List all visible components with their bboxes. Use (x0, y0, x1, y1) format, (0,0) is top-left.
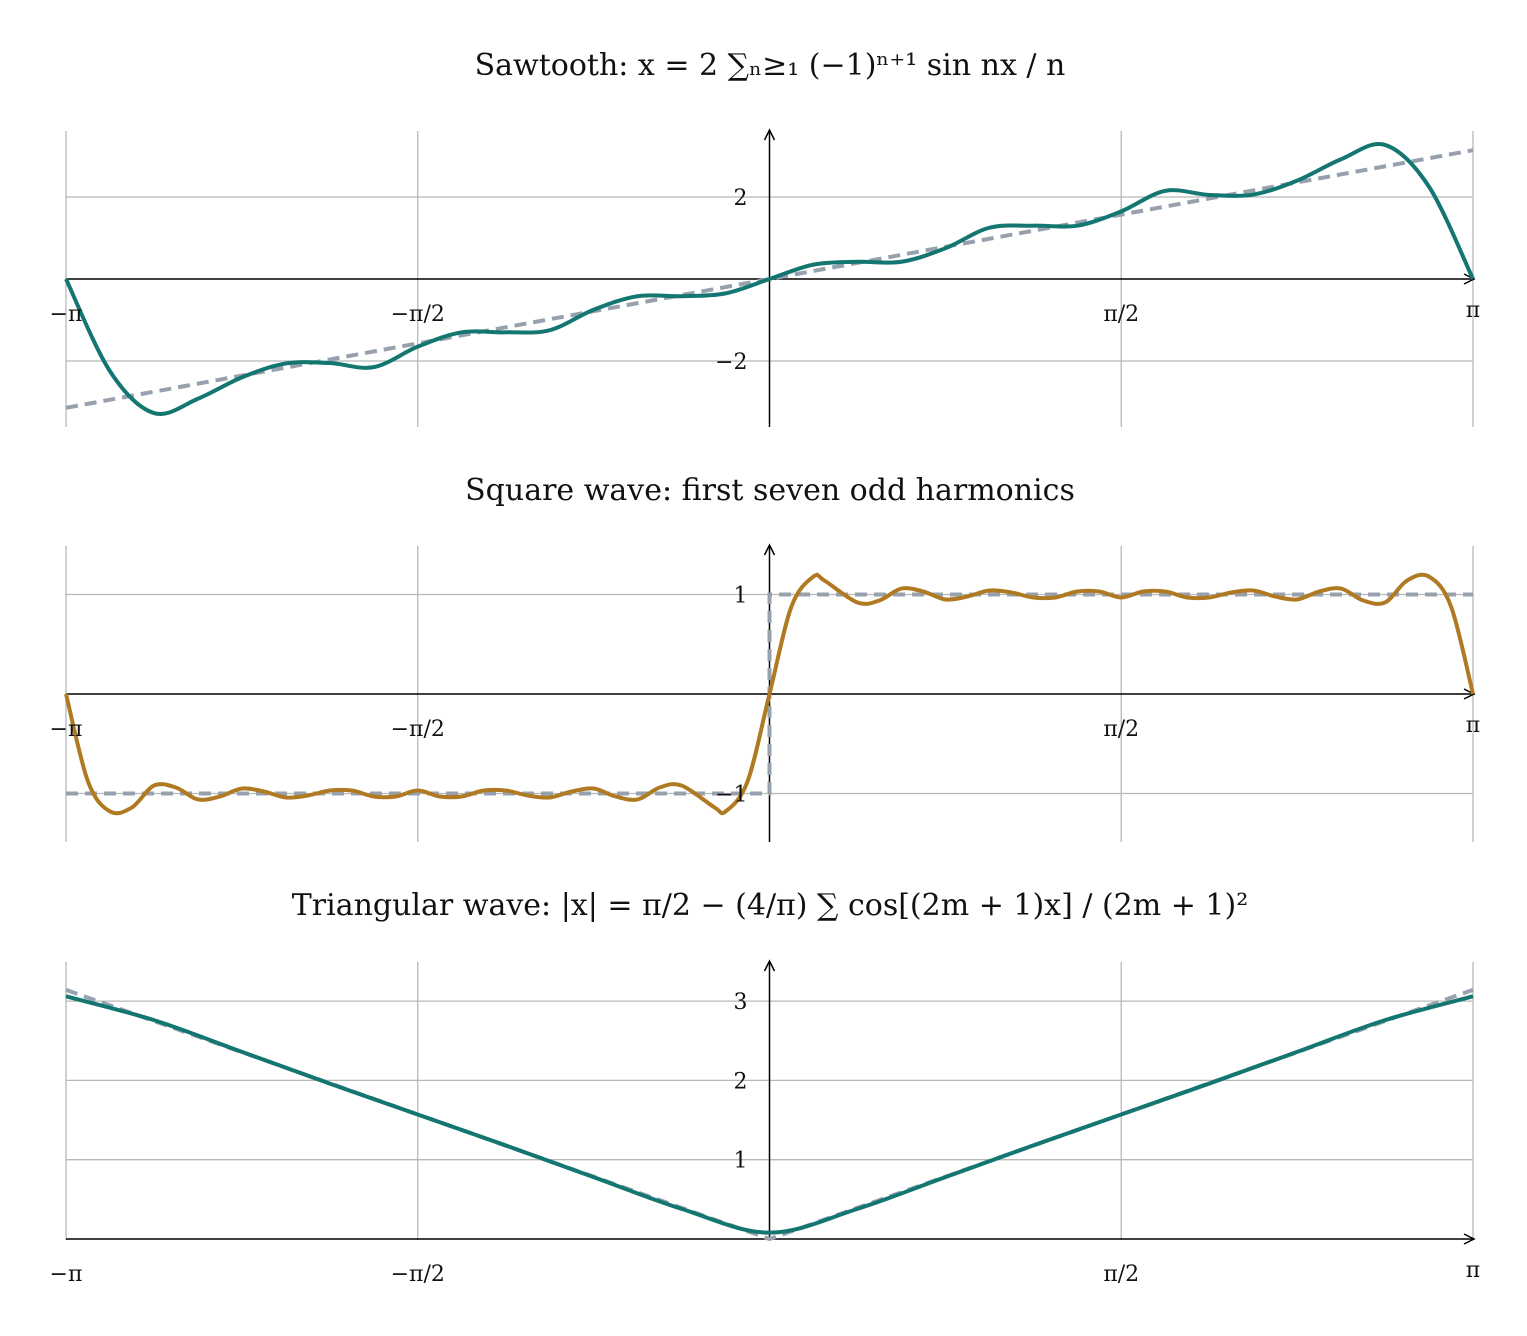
x-axis-arrow (1463, 688, 1476, 700)
chart-title: Triangular wave: |x| = π/2 − (4/π) ∑ cos… (292, 888, 1248, 923)
chart-title: Square wave: first seven odd harmonics (465, 473, 1075, 508)
panel-2: Square wave: first seven odd harmonics −π… (50, 473, 1480, 842)
x-axis-arrow (1463, 273, 1476, 285)
x-tick-label: π/2 (1103, 302, 1139, 327)
y-tick-label: 1 (734, 1149, 748, 1174)
y-axis-arrow (763, 128, 776, 141)
x-tick-label: −π/2 (391, 1262, 445, 1287)
target-function-line (65, 148, 1474, 410)
y-axis-arrow (763, 959, 776, 972)
x-tick-label: π/2 (1103, 1262, 1139, 1287)
x-tick-label: π (1466, 713, 1480, 738)
y-tick-label: 2 (734, 1069, 748, 1094)
x-tick-label: −π (50, 302, 83, 327)
x-tick-label: π/2 (1103, 717, 1139, 742)
x-tick-label: −π/2 (391, 717, 445, 742)
y-tick-label: −2 (715, 350, 747, 375)
x-tick-label: π (1466, 298, 1480, 323)
panel-1: Sawtooth: x = 2 ∑ₙ≥₁ (−1)ⁿ⁺¹ sin nx / n −… (50, 48, 1480, 427)
y-tick-label: 2 (734, 186, 748, 211)
y-tick-label: −1 (715, 783, 747, 808)
x-tick-label: −π/2 (391, 302, 445, 327)
partial-sum-line (64, 572, 1475, 816)
x-tick-label: −π (50, 717, 83, 742)
y-tick-label: 3 (734, 990, 748, 1015)
chart-title: Sawtooth: x = 2 ∑ₙ≥₁ (−1)ⁿ⁺¹ sin nx / n (475, 48, 1066, 83)
partial-sum-line (64, 141, 1475, 417)
partial-sum-line (65, 994, 1474, 1235)
y-tick-label: 1 (734, 584, 748, 609)
x-tick-label: π (1466, 1258, 1480, 1283)
y-axis-arrow (763, 543, 776, 556)
x-tick-label: −π (50, 1262, 83, 1287)
panel-3: Triangular wave: |x| = π/2 − (4/π) ∑ cos… (50, 888, 1481, 1287)
x-axis-arrow (1463, 1233, 1476, 1245)
